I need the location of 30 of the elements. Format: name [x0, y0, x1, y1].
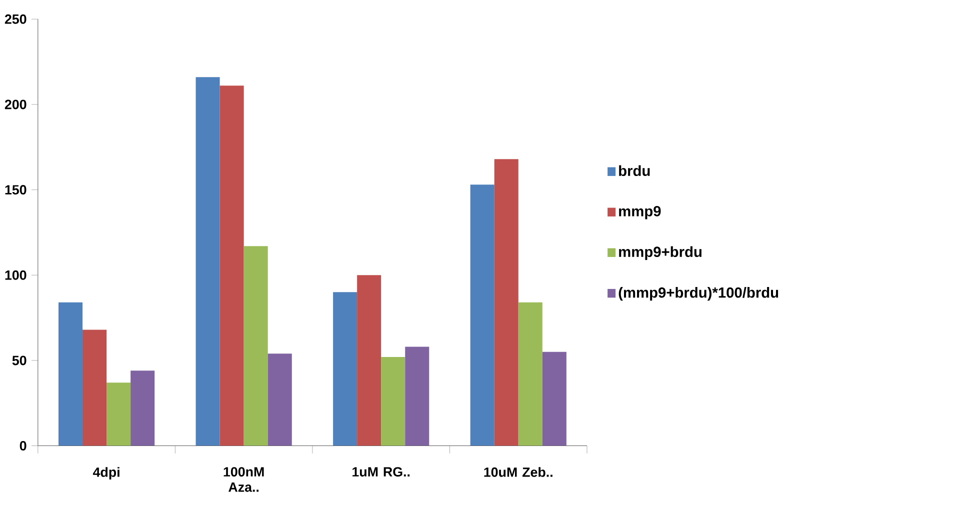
- bar: [82, 330, 107, 446]
- legend-label: mmp9+brdu: [619, 246, 702, 260]
- y-tick-label: 200: [4, 100, 26, 110]
- bar: [542, 352, 566, 446]
- y-tick-label: 250: [4, 14, 26, 24]
- bar: [494, 159, 518, 446]
- x-tick-label: 10uM Zeb..: [484, 467, 552, 477]
- legend-label: (mmp9+brdu)*100/brdu: [618, 287, 778, 301]
- bar: [357, 275, 382, 446]
- x-tick-label: 100nM Aza..: [224, 467, 264, 492]
- bar: [196, 77, 220, 446]
- y-tick-label: 0: [20, 441, 26, 451]
- bar: [58, 302, 83, 446]
- x-tick-label: 4dpi: [92, 467, 120, 480]
- y-tick-label: 50: [12, 356, 26, 366]
- bar: [405, 346, 430, 446]
- bar: [244, 246, 268, 446]
- legend-label: brdu: [619, 165, 650, 176]
- legend-label: mmp9: [619, 206, 661, 220]
- x-tick-label: 1uM RG..: [352, 467, 410, 477]
- bar: [470, 184, 494, 446]
- bar: [106, 382, 131, 446]
- bar: [381, 357, 406, 446]
- bar: [268, 354, 292, 446]
- bar: [220, 86, 244, 446]
- bar: [333, 292, 358, 446]
- bar: [518, 302, 542, 446]
- y-tick-label: 150: [5, 185, 26, 195]
- bar: [130, 370, 155, 446]
- y-tick-label: 100: [5, 270, 26, 280]
